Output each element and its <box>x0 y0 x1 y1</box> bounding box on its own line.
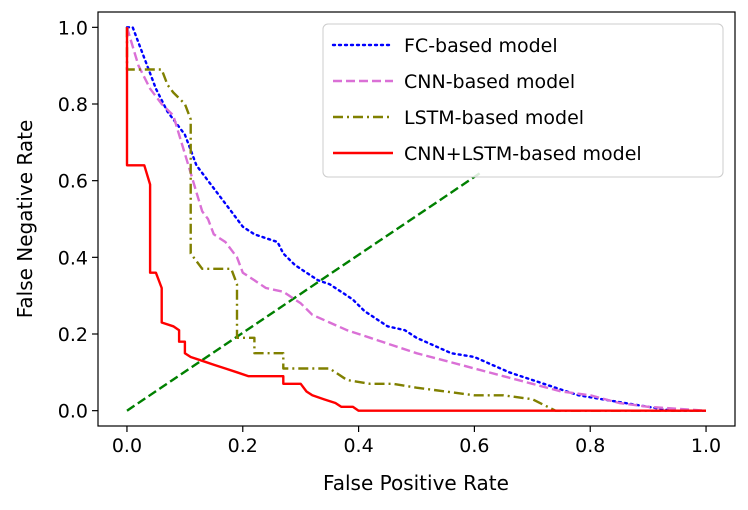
legend-label: CNN-based model <box>404 71 575 93</box>
plot-frame <box>97 11 736 427</box>
diagonal-reference-line <box>126 172 481 412</box>
series-layer <box>125 26 708 412</box>
series-line-lstm-based-model <box>125 27 706 412</box>
y-tick-label: 1.0 <box>58 17 88 39</box>
x-axis: 0.0 0.2 0.4 0.6 0.8 1.0 <box>112 426 721 457</box>
y-tick-label: 0.0 <box>58 401 88 423</box>
y-tick-label: 0.2 <box>58 324 88 346</box>
y-tick-label: 0.8 <box>58 94 88 116</box>
y-tick-label: 0.6 <box>58 171 88 193</box>
legend-label: LSTM-based model <box>404 107 584 129</box>
x-tick-label: 0.0 <box>112 435 142 457</box>
legend-items: FC-based model CNN-based model LSTM-based … <box>331 35 642 165</box>
x-tick-label: 0.8 <box>575 435 605 457</box>
legend-label: FC-based model <box>404 35 558 57</box>
legend: FC-based model CNN-based model LSTM-based … <box>322 23 724 178</box>
y-tick-label: 0.4 <box>58 247 88 269</box>
series-line-cnn-lstm-based-model <box>125 27 706 412</box>
x-tick-label: 1.0 <box>691 435 721 457</box>
y-axis: 0.0 0.2 0.4 0.6 0.8 1.0 <box>58 17 98 423</box>
x-tick-label: 0.6 <box>459 435 489 457</box>
legend-label: CNN+LSTM-based model <box>404 143 642 165</box>
legend-box <box>322 23 724 178</box>
series-line-cnn-based-model <box>125 26 707 412</box>
x-axis-label: False Positive Rate <box>323 471 509 495</box>
x-tick-label: 0.4 <box>343 435 373 457</box>
series-line-fc-based-model <box>125 26 708 412</box>
y-axis-label: False Negative Rate <box>13 120 37 319</box>
x-tick-label: 0.2 <box>228 435 258 457</box>
